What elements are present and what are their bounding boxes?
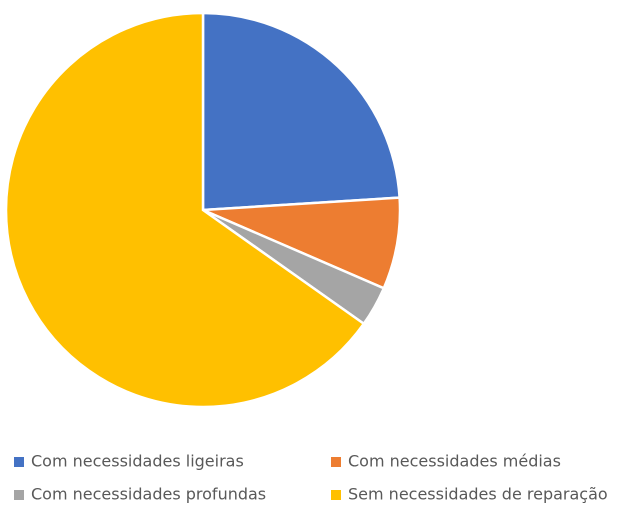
legend-swatch <box>14 490 24 500</box>
pie-slice <box>201 11 401 212</box>
legend-label: Sem necessidades de reparação <box>348 485 608 504</box>
legend-label: Com necessidades médias <box>348 452 561 471</box>
legend-swatch <box>331 490 341 500</box>
legend-swatch <box>331 457 341 467</box>
legend-label: Com necessidades ligeiras <box>31 452 244 471</box>
pie-slice <box>4 11 366 409</box>
legend-label: Com necessidades profundas <box>31 485 266 504</box>
legend-swatch <box>14 457 24 467</box>
